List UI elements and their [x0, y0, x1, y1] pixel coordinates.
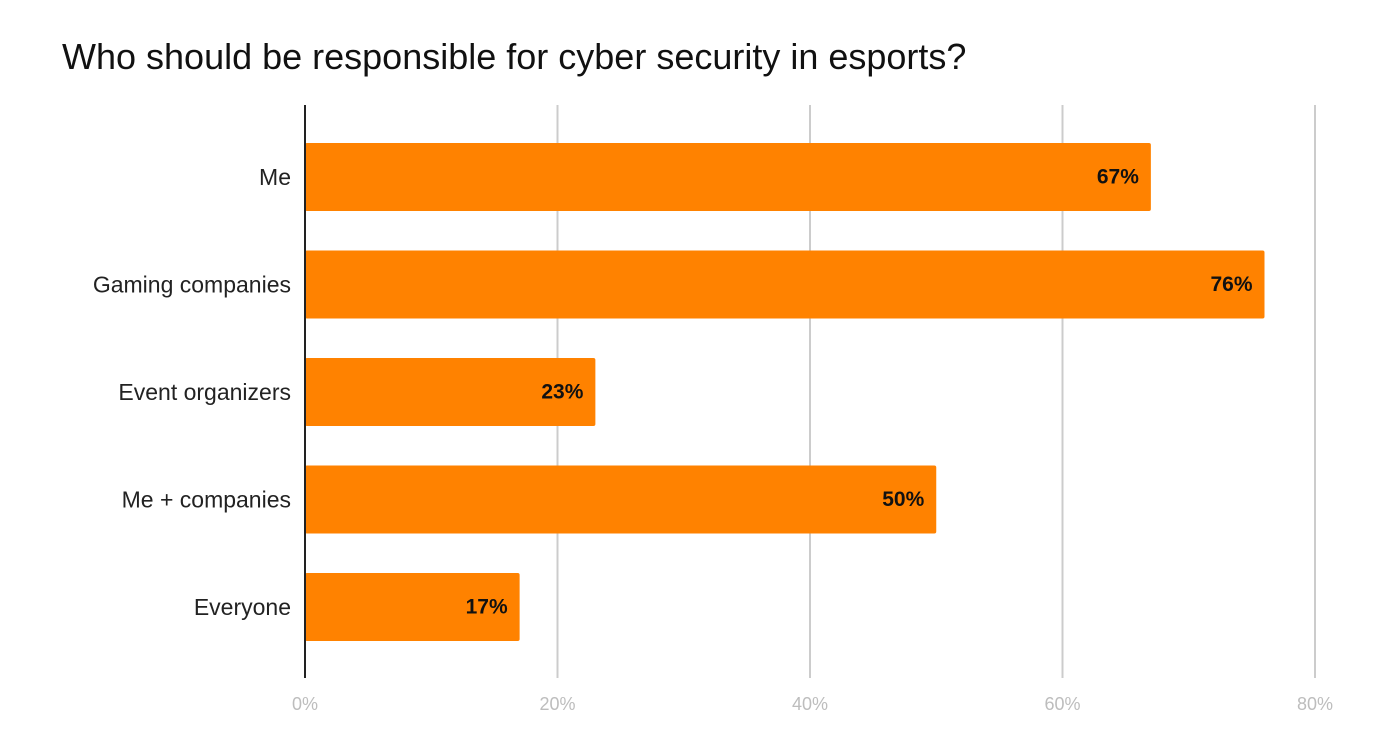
bar: [305, 250, 1265, 319]
category-label: Everyone: [194, 594, 291, 620]
category-label: Me: [259, 164, 291, 190]
data-label: 50%: [882, 488, 924, 511]
labels: 0% 20% 40% 60% 80% Me 67% Gaming companies 76% Ev…: [93, 164, 1333, 714]
category-label: Me + companies: [122, 487, 291, 513]
bar: [305, 143, 1151, 211]
data-label: 17%: [466, 596, 508, 619]
x-tick-label: 20%: [539, 694, 575, 714]
x-tick-label: 60%: [1044, 694, 1080, 714]
chart-title: Who should be responsible for cyber secu…: [62, 36, 967, 77]
data-label: 23%: [541, 381, 583, 404]
x-tick-label: 40%: [792, 694, 828, 714]
bar: [305, 573, 520, 641]
category-label: Event organizers: [118, 379, 291, 405]
x-tick-label: 0%: [292, 694, 318, 714]
bar: [305, 358, 596, 426]
x-tick-label: 80%: [1297, 694, 1333, 714]
bar: [305, 465, 937, 534]
category-label: Gaming companies: [93, 272, 291, 298]
data-label: 67%: [1097, 166, 1139, 189]
data-label: 76%: [1210, 273, 1252, 296]
bars: [305, 143, 1265, 641]
